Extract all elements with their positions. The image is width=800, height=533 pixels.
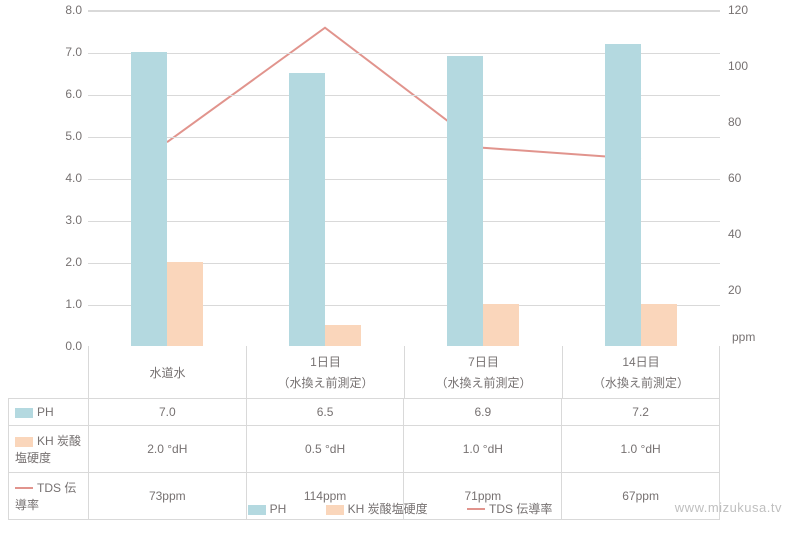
series-label-cell: KH 炭酸塩硬度 xyxy=(9,426,89,473)
x-category-label: 7日目 xyxy=(468,353,499,370)
kh-bar xyxy=(641,304,677,346)
right-axis-unit: ppm xyxy=(732,330,755,344)
plot-area xyxy=(88,10,720,346)
ph-bar xyxy=(605,44,641,346)
y-right-tick: 120 xyxy=(728,3,768,17)
kh-bar xyxy=(325,325,361,346)
data-cell: 7.2 xyxy=(562,399,720,426)
y-right-tick: 100 xyxy=(728,59,768,73)
data-cell: 6.5 xyxy=(246,399,404,426)
data-cell: 1.0 °dH xyxy=(562,426,720,473)
x-category: 水道水 xyxy=(88,346,246,398)
x-category-sublabel: （水換え前測定） xyxy=(593,374,689,391)
kh-bar xyxy=(483,304,519,346)
data-cell: 1.0 °dH xyxy=(404,426,562,473)
x-category: 7日目 （水換え前測定） xyxy=(404,346,562,398)
ph-bar xyxy=(447,56,483,346)
y-right-tick: 60 xyxy=(728,171,768,185)
legend-tds-label: TDS 伝導率 xyxy=(489,502,552,516)
x-category-label: 14日目 xyxy=(622,353,659,370)
x-category-label: 1日目 xyxy=(310,353,341,370)
y-left-tick: 2.0 xyxy=(50,255,82,269)
ph-bar xyxy=(131,52,167,346)
table-row: KH 炭酸塩硬度2.0 °dH0.5 °dH1.0 °dH1.0 °dH xyxy=(9,426,720,473)
y-right-tick: 80 xyxy=(728,115,768,129)
watermark: www.mizukusa.tv xyxy=(675,500,782,515)
legend-tds: TDS 伝導率 xyxy=(467,500,552,517)
series-label-cell: PH xyxy=(9,399,89,426)
y-left-tick: 0.0 xyxy=(50,339,82,353)
legend-ph-label: PH xyxy=(270,502,287,516)
x-category-label: 水道水 xyxy=(149,364,185,381)
data-cell: 0.5 °dH xyxy=(246,426,404,473)
kh-bar xyxy=(167,262,203,346)
gridline xyxy=(88,11,720,12)
data-cell: 6.9 xyxy=(404,399,562,426)
y-left-tick: 6.0 xyxy=(50,87,82,101)
data-cell: 2.0 °dH xyxy=(88,426,246,473)
table-row: PH7.06.56.97.2 xyxy=(9,399,720,426)
data-cell: 7.0 xyxy=(88,399,246,426)
x-category: 14日目 （水換え前測定） xyxy=(562,346,720,398)
chart-container: ppm PH7.06.56.97.2KH 炭酸塩硬度2.0 °dH0.5 °dH… xyxy=(0,0,800,533)
x-category: 1日目 （水換え前測定） xyxy=(246,346,404,398)
y-left-tick: 8.0 xyxy=(50,3,82,17)
y-right-tick: 40 xyxy=(728,227,768,241)
x-category-sublabel: （水換え前測定） xyxy=(277,374,373,391)
ph-bar xyxy=(289,73,325,346)
y-left-tick: 5.0 xyxy=(50,129,82,143)
y-left-tick: 3.0 xyxy=(50,213,82,227)
y-left-tick: 1.0 xyxy=(50,297,82,311)
y-left-tick: 7.0 xyxy=(50,45,82,59)
y-left-tick: 4.0 xyxy=(50,171,82,185)
legend-kh-label: KH 炭酸塩硬度 xyxy=(348,502,428,516)
legend-kh: KH 炭酸塩硬度 xyxy=(326,500,428,517)
x-category-sublabel: （水換え前測定） xyxy=(435,374,531,391)
y-right-tick: 20 xyxy=(728,283,768,297)
legend-ph: PH xyxy=(248,502,287,516)
